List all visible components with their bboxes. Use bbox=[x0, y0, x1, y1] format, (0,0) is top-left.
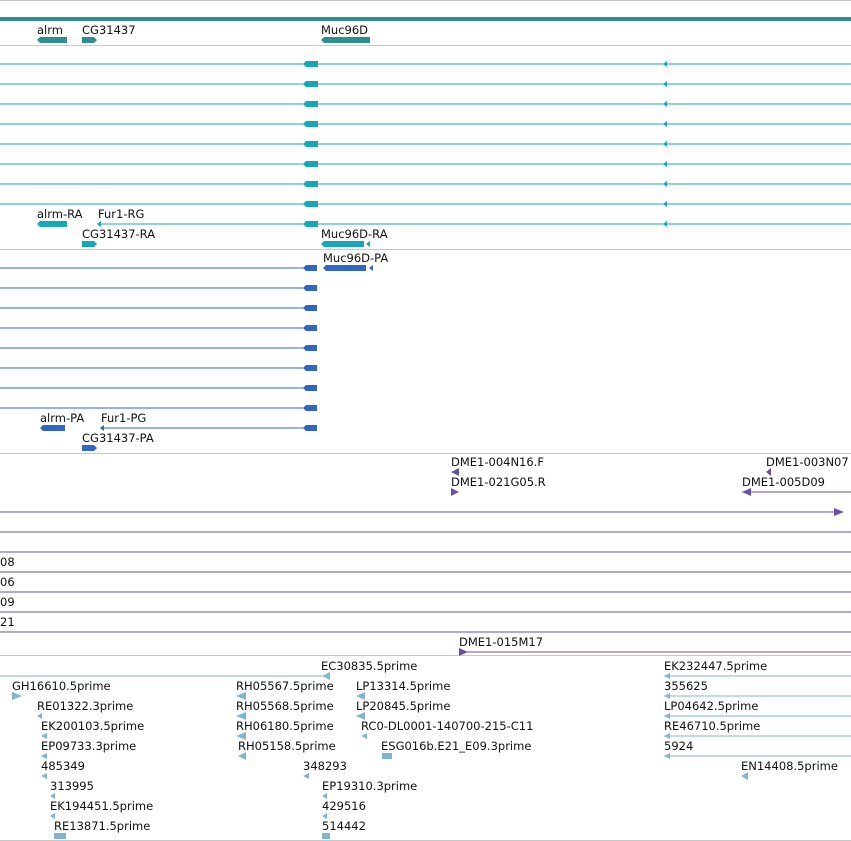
protein-track[interactable]: Muc96D-PA Fur1-PG alrm-PA CG31437-PA bbox=[0, 251, 388, 451]
est-label: 514442 bbox=[322, 819, 366, 833]
clone-label: 21 bbox=[0, 615, 15, 629]
gene-label: CG31437 bbox=[82, 23, 136, 37]
est-label: RE13871.5prime bbox=[54, 819, 150, 833]
protein-label: alrm-PA bbox=[40, 411, 84, 425]
clone-feature[interactable]: 21 bbox=[0, 611, 851, 629]
est-label: EK232447.5prime bbox=[664, 659, 767, 673]
clone-label: DME1-005D09 bbox=[742, 475, 825, 489]
transcript-label: CG31437-RA bbox=[82, 227, 155, 241]
clone-feature[interactable] bbox=[0, 508, 844, 516]
transcript-feature[interactable]: Fur1-RG bbox=[97, 207, 851, 227]
transcript-label: alrm-RA bbox=[37, 207, 83, 221]
est-label: RE01322.3prime bbox=[37, 699, 133, 713]
est-label: RH05567.5prime bbox=[236, 679, 334, 693]
clone-feature[interactable]: 06 bbox=[0, 571, 851, 589]
est-track[interactable]: EC30835.5prime EK232447.5prime GH16610.5… bbox=[0, 659, 851, 839]
protein-feature[interactable] bbox=[0, 385, 317, 391]
clone-feature[interactable]: 09 bbox=[0, 591, 851, 609]
clone-label: 08 bbox=[0, 555, 15, 569]
gene-feature[interactable]: CG31437 bbox=[82, 23, 136, 43]
est-label: RH06180.5prime bbox=[236, 719, 334, 733]
clone-feature[interactable]: 08 bbox=[0, 551, 851, 569]
protein-label: Muc96D-PA bbox=[323, 251, 388, 265]
transcript-feature[interactable] bbox=[0, 141, 851, 147]
protein-feature[interactable] bbox=[0, 405, 317, 411]
est-label: 485349 bbox=[41, 759, 85, 773]
est-label: EK194451.5prime bbox=[50, 799, 153, 813]
est-label: 429516 bbox=[322, 799, 366, 813]
genomic-region-bar bbox=[0, 17, 851, 21]
transcript-feature[interactable] bbox=[0, 81, 851, 87]
est-label: EN14408.5prime bbox=[741, 759, 838, 773]
est-label: EP09733.3prime bbox=[41, 739, 136, 753]
est-label: RE46710.5prime bbox=[664, 719, 760, 733]
transcript-feature[interactable]: alrm-RA bbox=[37, 207, 83, 227]
transcript-feature[interactable]: Muc96D-RA bbox=[321, 227, 388, 247]
transcript-feature[interactable]: CG31437-RA bbox=[82, 227, 155, 247]
clone-feature[interactable]: DME1-015M17 bbox=[459, 635, 851, 656]
est-label: RH05158.5prime bbox=[238, 739, 336, 753]
protein-feature[interactable]: Muc96D-PA bbox=[323, 251, 388, 271]
clone-feature[interactable]: DME1-003N07 bbox=[766, 455, 849, 476]
protein-label: CG31437-PA bbox=[82, 431, 154, 445]
est-label: GH16610.5prime bbox=[12, 679, 111, 693]
est-label: EP19310.3prime bbox=[322, 779, 417, 793]
est-label: LP13314.5prime bbox=[356, 679, 450, 693]
transcript-feature[interactable] bbox=[0, 201, 851, 207]
clone-label: 06 bbox=[0, 575, 15, 589]
est-label: 348293 bbox=[303, 759, 347, 773]
est-label: 5924 bbox=[664, 739, 693, 753]
clone-label: DME1-004N16.F bbox=[451, 455, 544, 469]
est-label: LP04642.5prime bbox=[664, 699, 758, 713]
gene-glyph bbox=[82, 37, 97, 43]
protein-feature[interactable]: Fur1-PG bbox=[100, 411, 317, 431]
transcript-feature[interactable] bbox=[0, 61, 851, 67]
est-label: 355625 bbox=[664, 679, 708, 693]
est-label: RH05568.5prime bbox=[236, 699, 334, 713]
transcript-feature[interactable] bbox=[0, 161, 851, 167]
protein-feature[interactable]: CG31437-PA bbox=[82, 431, 154, 451]
clone-label: 09 bbox=[0, 595, 15, 609]
gene-glyph bbox=[321, 37, 370, 43]
protein-feature[interactable] bbox=[0, 285, 317, 291]
est-label: LP20845.5prime bbox=[356, 699, 450, 713]
transcript-label: Muc96D-RA bbox=[321, 227, 388, 241]
clone-track[interactable]: DME1-004N16.F DME1-003N07 DME1-021G05.R … bbox=[0, 455, 851, 656]
transcript-label: Fur1-RG bbox=[98, 207, 144, 221]
protein-feature[interactable] bbox=[0, 345, 317, 351]
transcript-track[interactable]: Fur1-RG alrm-RA CG31437-RA Muc96D-RA bbox=[0, 61, 851, 247]
protein-feature[interactable]: alrm-PA bbox=[40, 411, 84, 431]
est-label: 313995 bbox=[50, 779, 94, 793]
clone-label: DME1-021G05.R bbox=[451, 475, 546, 489]
clone-label: DME1-003N07 bbox=[766, 455, 849, 469]
protein-feature[interactable] bbox=[0, 305, 317, 311]
gene-glyph bbox=[37, 37, 67, 43]
gene-label: Muc96D bbox=[321, 23, 368, 37]
clone-label: DME1-015M17 bbox=[459, 635, 543, 649]
gene-track[interactable]: alrm CG31437 Muc96D bbox=[0, 17, 851, 43]
protein-label: Fur1-PG bbox=[101, 411, 146, 425]
est-label: EK200103.5prime bbox=[41, 719, 144, 733]
protein-feature[interactable] bbox=[0, 265, 317, 271]
protein-feature[interactable] bbox=[0, 325, 317, 331]
clone-feature[interactable]: DME1-021G05.R bbox=[451, 475, 546, 496]
gene-feature[interactable]: Muc96D bbox=[321, 23, 370, 43]
gene-label: alrm bbox=[37, 23, 63, 37]
transcript-feature[interactable] bbox=[0, 121, 851, 127]
gene-feature[interactable]: alrm bbox=[37, 23, 67, 43]
est-label: ESG016b.E21_E09.3prime bbox=[381, 739, 531, 753]
protein-feature[interactable] bbox=[0, 365, 317, 371]
clone-feature[interactable]: DME1-005D09 bbox=[742, 475, 851, 496]
transcript-feature[interactable] bbox=[0, 101, 851, 107]
est-label: EC30835.5prime bbox=[321, 659, 417, 673]
est-label: RC0-DL0001-140700-215-C11 bbox=[361, 719, 533, 733]
clone-feature[interactable]: DME1-004N16.F bbox=[451, 455, 544, 476]
transcript-feature[interactable] bbox=[0, 181, 851, 187]
